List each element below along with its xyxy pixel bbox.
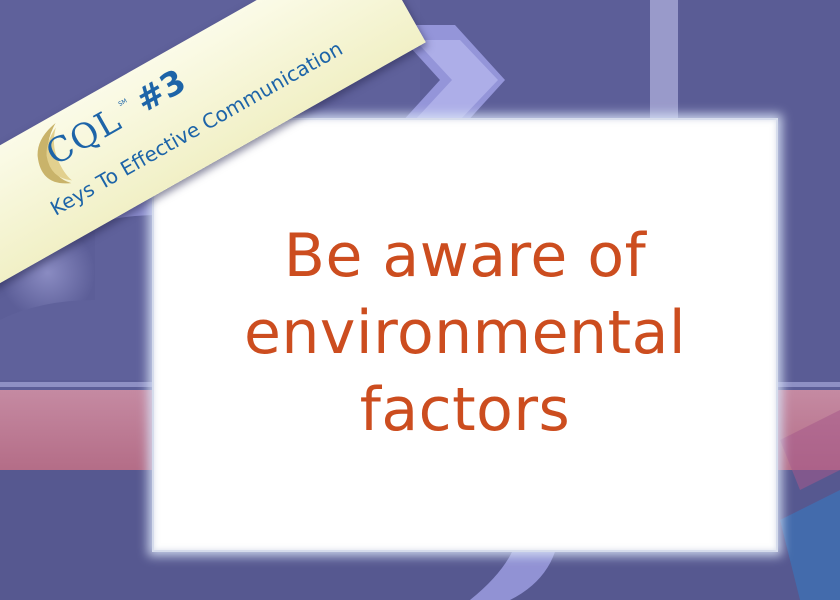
chevron-shape: [415, 40, 498, 120]
trademark-mark: SM: [117, 97, 129, 108]
key-number: #3: [128, 61, 193, 121]
banner-content: CQL SM #3 Keys To Effective Communicatio…: [0, 0, 426, 298]
message-line: Be aware of: [283, 220, 647, 291]
message-line: factors: [359, 374, 571, 445]
chevron-shape: [390, 25, 505, 135]
chevron-shape: [780, 410, 840, 490]
message-text: Be aware of environmental factors: [185, 218, 745, 449]
chevron-shape: [780, 490, 840, 600]
message-line: environmental: [243, 297, 687, 368]
corner-banner: CQL SM #3 Keys To Effective Communicatio…: [0, 0, 426, 299]
message-card: Be aware of environmental factors: [152, 118, 778, 552]
swoosh-logo-icon: [37, 122, 72, 184]
